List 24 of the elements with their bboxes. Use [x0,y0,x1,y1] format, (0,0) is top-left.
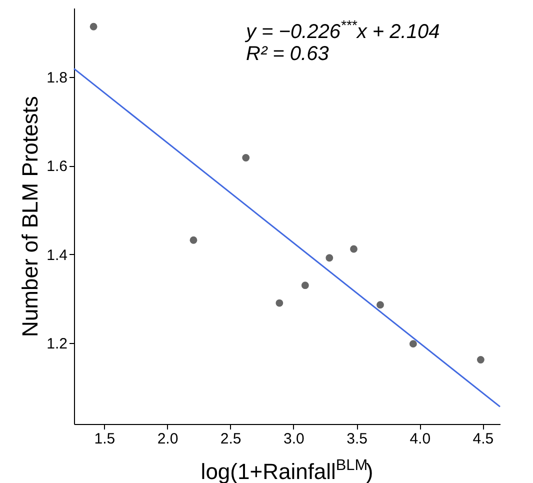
x-tick-label: 4.5 [472,430,494,448]
point [350,245,358,253]
point [326,254,334,262]
y-axis-title: Number of BLM Protests [18,96,43,337]
y-tick-label: 1.4 [46,246,68,264]
y-tick-label: 1.6 [46,158,68,176]
point [376,301,384,309]
annotation: y = −0.226***x + 2.104 [244,17,440,43]
x-tick-label: 3.5 [346,430,368,448]
point [476,356,484,364]
point [409,340,417,348]
x-tick-label: 2.5 [220,430,242,448]
x-tick-label: 3.0 [284,430,304,448]
point [276,299,284,307]
point [242,154,250,162]
point [301,282,309,290]
point [190,236,198,244]
y-tick-label: 1.2 [46,335,68,352]
x-tick-label: 1.5 [94,430,116,448]
x-tick-label: 4.0 [410,430,431,448]
annotation: R² = 0.63 [246,43,329,65]
x-tick-label: 2.0 [157,430,178,448]
y-tick-label: 1.8 [46,70,68,87]
point [90,22,98,30]
